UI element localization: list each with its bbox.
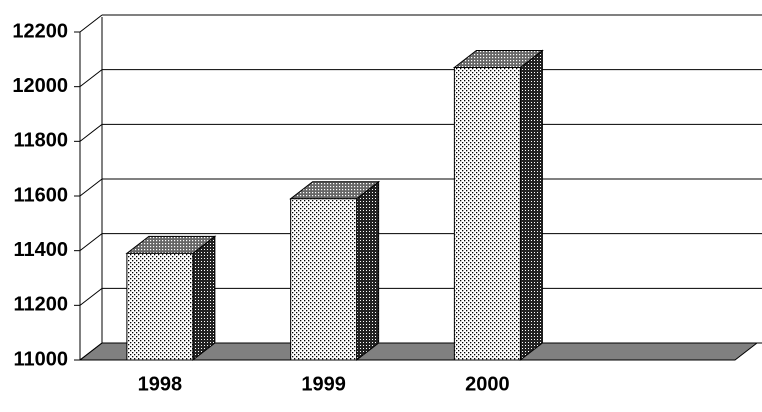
wall-diagonal: [79, 233, 103, 252]
wall-diagonal: [79, 69, 103, 88]
y-tick-label: 12200: [12, 20, 68, 42]
y-tick-label: 11800: [13, 130, 68, 152]
bar-side: [356, 180, 380, 362]
y-tick-label: 11600: [13, 184, 68, 206]
x-tick-label: 1998: [138, 373, 183, 395]
wall-diagonal: [79, 287, 103, 306]
x-tick-label: 1999: [301, 373, 346, 395]
wall-diagonal: [79, 342, 103, 361]
y-tick-label: 11200: [13, 294, 68, 316]
y-tick-label: 12000: [12, 75, 68, 97]
y-tick-label: 11400: [13, 239, 68, 261]
x-tick-label: 2000: [465, 373, 510, 395]
y-tick-label: 11000: [13, 348, 68, 370]
wall-diagonal: [79, 178, 103, 197]
bar: [453, 67, 521, 361]
wall-diagonal: [79, 123, 103, 142]
bar-side: [192, 235, 216, 362]
wall-diagonal: [79, 14, 103, 33]
bar: [290, 198, 358, 361]
bar-side: [519, 49, 543, 362]
bar: [126, 252, 194, 361]
